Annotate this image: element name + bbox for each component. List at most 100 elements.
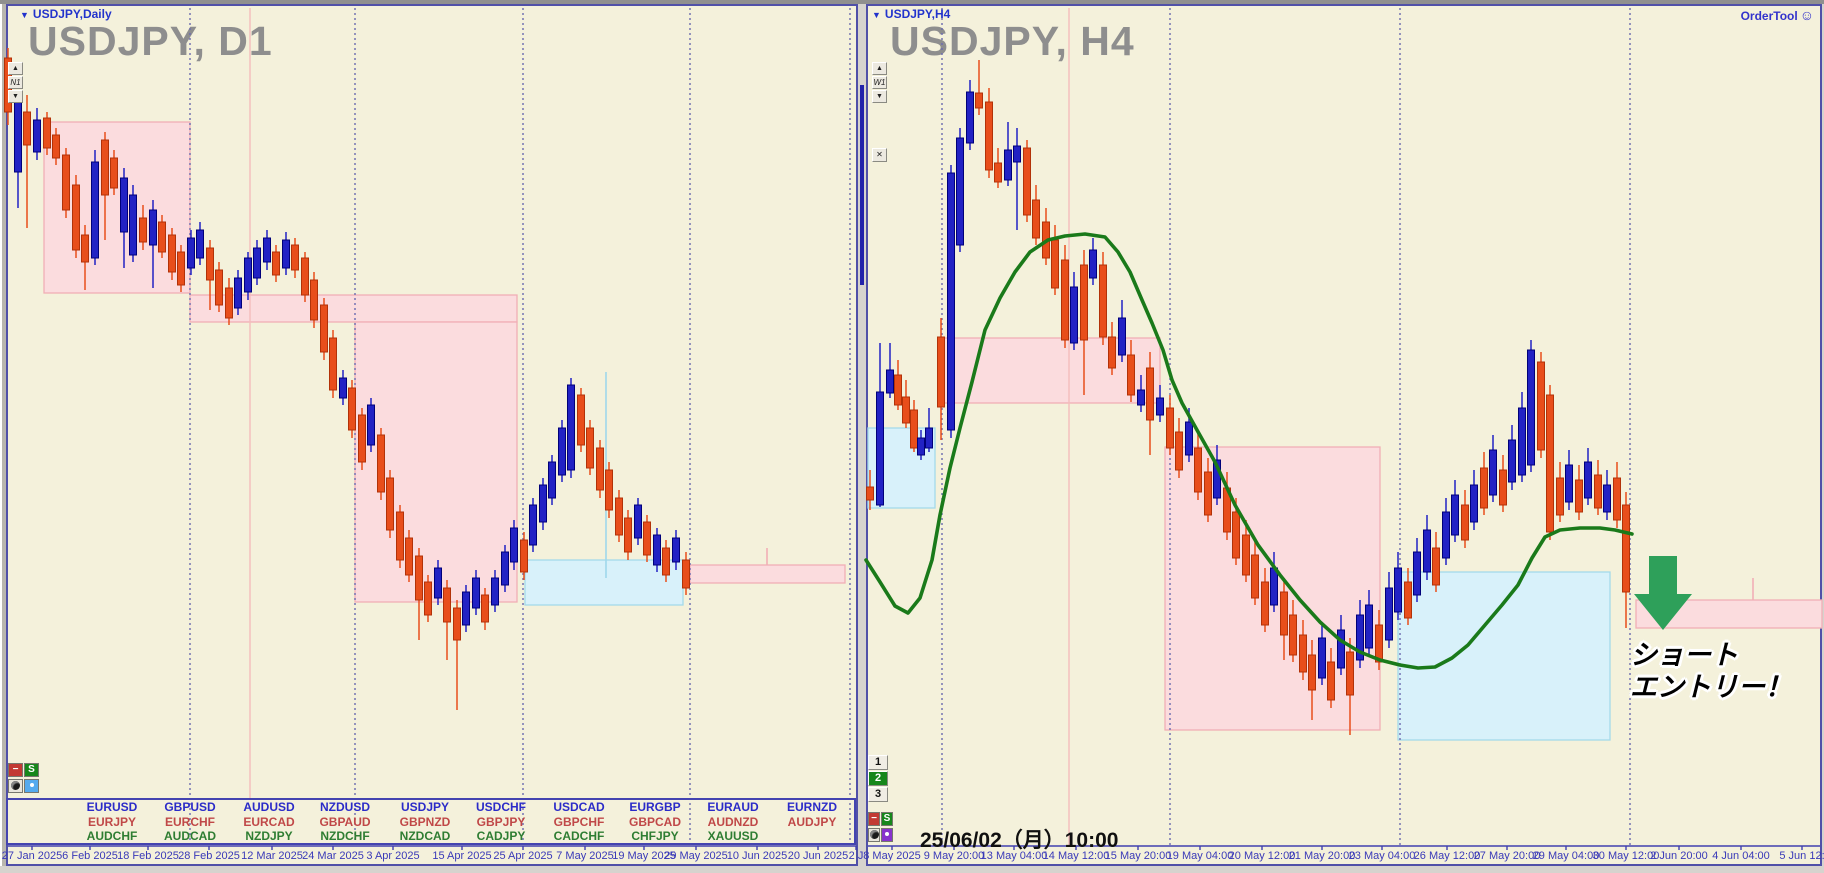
axis-date-label: 13 May 04:00: [980, 850, 1048, 862]
candle-body: [196, 229, 204, 259]
close-tool-button[interactable]: ✕: [872, 148, 887, 162]
bomb-icon[interactable]: [8, 779, 23, 793]
candle-body: [529, 504, 537, 546]
pair-label-CADJPY[interactable]: CADJPY: [476, 829, 526, 843]
axis-date-label: 8 May 2025: [863, 850, 921, 862]
axis-date-label: 5 Jun 12:: [1779, 850, 1824, 862]
candle-body: [1185, 421, 1193, 456]
bomb-icon[interactable]: [868, 828, 880, 842]
pair-column: EURAUD AUDNZD XAUUSD: [694, 800, 772, 844]
candle-body: [558, 427, 566, 476]
pair-label-AUDCHF[interactable]: AUDCHF: [86, 829, 138, 843]
candle-body: [910, 409, 918, 449]
candle-body: [956, 137, 964, 246]
dock-edge[interactable]: [0, 4, 6, 866]
pair-column: USDCHF GBPJPY CADJPY: [462, 800, 540, 844]
timeframe-down-button[interactable]: ▼: [8, 90, 23, 103]
pair-label-GBPJPY[interactable]: GBPJPY: [476, 814, 526, 829]
marker-purple-button[interactable]: [881, 828, 893, 842]
pair-label-EURUSD[interactable]: EURUSD: [86, 800, 138, 814]
candle-body: [81, 234, 89, 263]
candle-body: [405, 537, 413, 576]
axis-date-label: 19 May 2025: [612, 850, 676, 862]
pair-label-EURAUD[interactable]: EURAUD: [707, 800, 759, 814]
pair-column: EURNZD AUDJPY: [773, 800, 851, 829]
candle-body: [453, 607, 461, 641]
pair-label-USDCAD[interactable]: USDCAD: [553, 800, 605, 814]
candle-body: [1470, 484, 1478, 523]
chart-dropdown-icon[interactable]: ▼: [20, 10, 29, 20]
candle-body: [985, 101, 993, 171]
pair-label-EURGBP[interactable]: EURGBP: [629, 800, 681, 814]
candle-body: [917, 437, 925, 456]
candle-timestamp: 25/06/02（月）10:00: [920, 829, 1119, 852]
chart-title-d1[interactable]: ▼ USDJPY,Daily: [20, 7, 112, 21]
candle-body: [643, 521, 651, 556]
sell-tool-button[interactable]: S: [24, 763, 39, 777]
timeframe-down-button[interactable]: ▼: [872, 90, 887, 103]
candle-body: [605, 469, 613, 511]
candle-body: [225, 287, 233, 319]
chart-title-h4[interactable]: ▼ USDJPY,H4: [872, 7, 950, 21]
pair-label-NZDCAD[interactable]: NZDCAD: [399, 829, 451, 843]
short-entry-arrow-icon: [1634, 556, 1692, 630]
pair-label-NZDCHF[interactable]: NZDCHF: [320, 829, 370, 843]
candle-body: [975, 92, 983, 109]
pair-label-GBPUSD[interactable]: GBPUSD: [164, 800, 216, 814]
pair-label-EURJPY[interactable]: EURJPY: [87, 814, 137, 829]
pair-label-AUDJPY[interactable]: AUDJPY: [787, 814, 837, 829]
axis-date-label: 2 J: [848, 850, 864, 862]
axis-date-label: 30 May 12:00: [1592, 850, 1660, 862]
pair-label-AUDCAD[interactable]: AUDCAD: [164, 829, 216, 843]
timeframe-up-button[interactable]: ▲: [8, 62, 23, 75]
pair-label-USDCHF[interactable]: USDCHF: [476, 800, 526, 814]
strategy-button-1[interactable]: 1: [868, 755, 888, 770]
window-top-edge: [0, 0, 1824, 4]
pair-label-GBPAUD[interactable]: GBPAUD: [319, 814, 371, 829]
pair-label-GBPCAD[interactable]: GBPCAD: [628, 814, 681, 829]
candle-body: [1270, 567, 1278, 606]
candle-body: [310, 279, 318, 321]
candle-body: [1423, 529, 1431, 573]
timeframe-label-button[interactable]: W1: [872, 76, 887, 89]
timeframe-label-button[interactable]: N1: [8, 76, 23, 89]
pair-label-NZDJPY[interactable]: NZDJPY: [245, 829, 293, 843]
pair-label-USDJPY[interactable]: USDJPY: [400, 800, 450, 814]
strategy-button-3[interactable]: 3: [868, 787, 888, 802]
minimize-tool-button[interactable]: −: [868, 812, 880, 826]
timeframe-up-button[interactable]: ▲: [872, 62, 887, 75]
candle-body: [1146, 367, 1154, 421]
chart-dropdown-icon[interactable]: ▼: [872, 10, 881, 20]
candle-body: [206, 247, 214, 281]
axis-date-label: 12 Mar 2025: [241, 850, 303, 862]
pair-label-EURCAD[interactable]: EURCAD: [243, 814, 295, 829]
pair-label-NZDUSD[interactable]: NZDUSD: [320, 800, 370, 814]
blue-zone: [1397, 571, 1611, 741]
sell-tool-button[interactable]: S: [881, 812, 893, 826]
candle-body: [158, 221, 166, 253]
candle-body: [415, 555, 423, 601]
minimize-tool-button[interactable]: −: [8, 763, 23, 777]
order-tool-label[interactable]: OrderTool ☺: [1741, 7, 1814, 23]
pair-label-EURNZD[interactable]: EURNZD: [787, 800, 837, 814]
marker-blue-button[interactable]: [24, 779, 39, 793]
candle-body: [43, 117, 51, 149]
pair-label-GBPCHF[interactable]: GBPCHF: [553, 814, 605, 829]
candle-body: [1089, 249, 1097, 279]
pair-label-EURCHF[interactable]: EURCHF: [165, 814, 215, 829]
pair-label-CADCHF[interactable]: CADCHF: [553, 829, 605, 843]
candle-body: [1118, 317, 1126, 356]
candle-body: [1099, 264, 1107, 338]
pair-label-GBPNZD[interactable]: GBPNZD: [399, 814, 451, 829]
candle-body: [1527, 349, 1535, 466]
panel-divider[interactable]: [860, 85, 864, 285]
strategy-button-2[interactable]: 2: [868, 771, 888, 786]
pair-label-AUDNZD[interactable]: AUDNZD: [707, 814, 759, 829]
axis-date-label: 3 Apr 2025: [366, 850, 420, 862]
pair-label-AUDUSD[interactable]: AUDUSD: [243, 800, 295, 814]
pair-label-CHFJPY[interactable]: CHFJPY: [631, 829, 679, 843]
smiley-icon: ☺: [1799, 7, 1814, 23]
candle-body: [14, 99, 22, 173]
pair-label-XAUUSD[interactable]: XAUUSD: [707, 829, 759, 843]
